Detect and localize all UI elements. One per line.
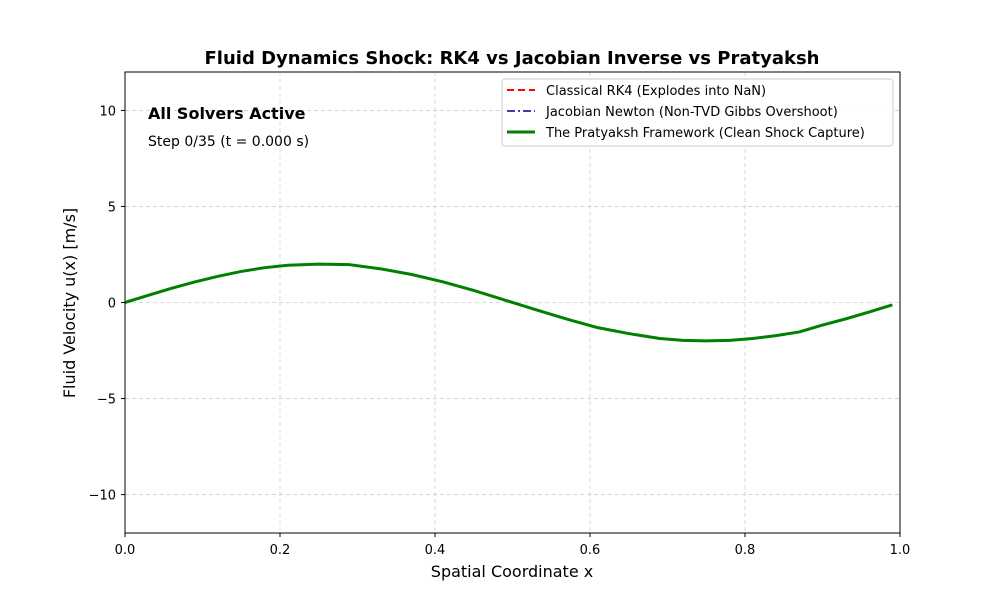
legend-label-2: Jacobian Newton (Non-TVD Gibbs Overshoot…: [545, 105, 838, 120]
legend-box: [501, 78, 894, 147]
x-axis-label: Spatial Coordinate x: [431, 562, 593, 581]
step-annotation: Step 0/35 (t = 0.000 s): [148, 134, 309, 150]
legend: Classical RK4 (Explodes into NaN) Jacobia…: [501, 78, 894, 147]
y-axis-label: Fluid Velocity u(x) [m/s]: [60, 208, 79, 398]
x-tick-label: 0.4: [425, 543, 446, 558]
x-tick-label: 0.6: [580, 543, 601, 558]
y-tick-label: 0: [108, 297, 116, 312]
series-line-3: [124, 262, 893, 343]
x-tick-label: 1.0: [890, 543, 911, 558]
plot-series: [124, 262, 893, 343]
x-tick-label: 0.8: [735, 543, 756, 558]
y-tick-label: 5: [108, 200, 116, 215]
status-annotation: All Solvers Active: [148, 104, 306, 123]
x-tick-label: 0.0: [115, 543, 136, 558]
legend-label-1: Classical RK4 (Explodes into NaN): [546, 84, 766, 99]
chart-title: Fluid Dynamics Shock: RK4 vs Jacobian In…: [205, 48, 820, 69]
y-tick-label: 10: [99, 104, 116, 119]
legend-label-3: The Pratyaksh Framework (Clean Shock Cap…: [545, 126, 865, 141]
axis-ticks: 0.0 0.2 0.4 0.6 0.8 1.0 −10 −5 0 5 10: [89, 104, 911, 558]
x-tick-label: 0.2: [270, 543, 291, 558]
y-tick-label: −10: [89, 489, 116, 504]
y-tick-label: −5: [97, 393, 116, 408]
